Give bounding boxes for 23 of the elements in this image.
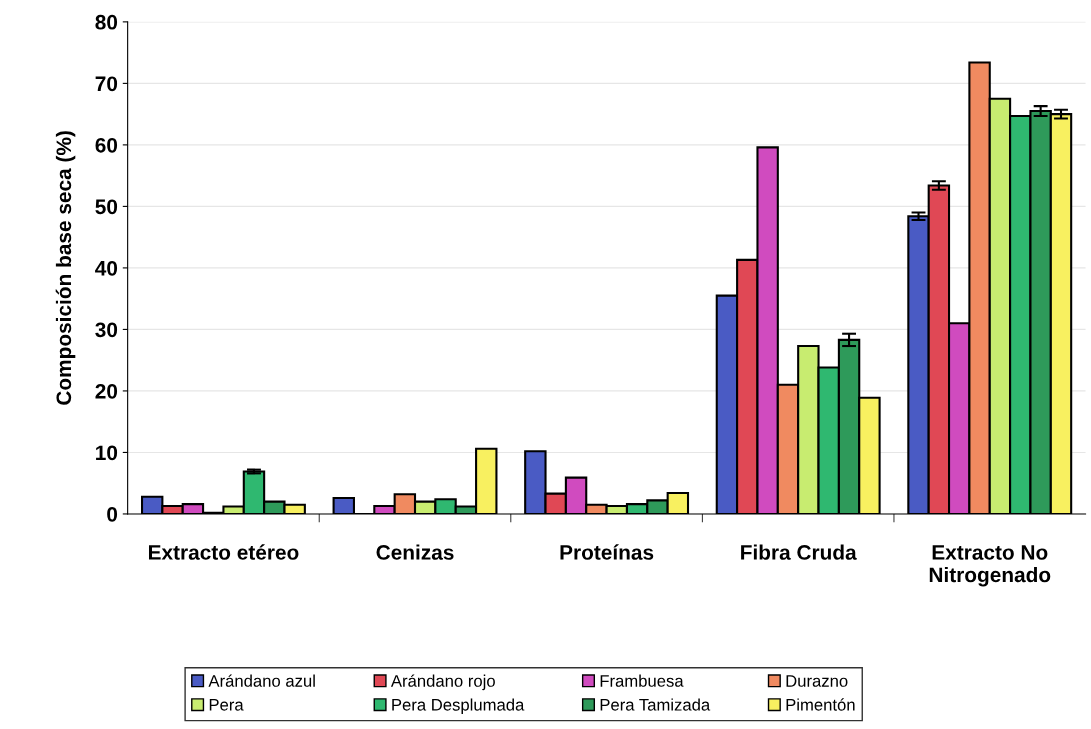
y-tick-label: 20 (95, 383, 118, 399)
y-tick-label: 50 (95, 199, 118, 215)
x-tick-label: Proteínas (560, 544, 654, 560)
y-tick-label: 40 (95, 260, 118, 276)
legend-label: Arándano rojo (390, 674, 495, 691)
legend-label: Frambuesa (600, 674, 684, 687)
x-tick-label: Extracto etéreo (148, 544, 299, 560)
y-tick-label: 80 (95, 14, 118, 30)
y-tick-label: 0 (107, 506, 118, 522)
y-tick-label: 10 (96, 445, 118, 461)
x-tick-label: Fibra Cruda (741, 544, 857, 560)
y-tick-label: 60 (95, 137, 118, 153)
legend-label: Arándano azul (208, 674, 315, 687)
legend-label: Pera Desplumada (392, 698, 525, 714)
legend-label: Pera (209, 699, 244, 711)
legend-label: Durazno (786, 675, 848, 687)
y-tick-label: 70 (95, 76, 118, 92)
legend-label: Pera Tamizada (600, 698, 711, 711)
legend-label: Pimentón (786, 698, 855, 711)
x-tick-label: Extracto No Nitrogenado (929, 545, 1051, 587)
y-axis-title: Composición base seca (%) (55, 131, 76, 405)
x-tick-label: Cenizas (376, 544, 454, 560)
y-tick-label: 30 (95, 322, 118, 338)
